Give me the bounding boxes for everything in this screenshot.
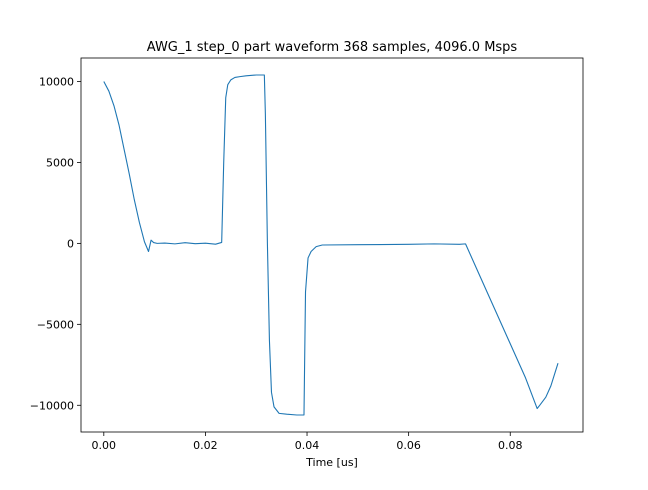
y-tick-label: −5000 xyxy=(37,318,74,331)
chart-title: AWG_1 step_0 part waveform 368 samples, … xyxy=(147,40,518,55)
y-tick-label: 5000 xyxy=(46,156,74,169)
axes-frame xyxy=(80,57,584,433)
x-tick-label: 0.06 xyxy=(396,439,421,452)
x-axis-ticks: 0.00 0.02 0.04 0.06 0.08 xyxy=(92,432,523,452)
x-tick-label: 0.00 xyxy=(92,439,117,452)
x-tick-label: 0.04 xyxy=(295,439,320,452)
x-tick-label: 0.02 xyxy=(193,439,218,452)
x-axis-label: Time [us] xyxy=(305,456,358,469)
y-axis-ticks: −10000 −5000 0 5000 10000 xyxy=(30,75,81,412)
y-tick-label: −10000 xyxy=(30,399,74,412)
y-tick-label: 0 xyxy=(67,237,74,250)
x-tick-label: 0.08 xyxy=(498,439,523,452)
series-layer xyxy=(103,74,559,416)
series-line-0 xyxy=(103,74,559,416)
y-tick-label: 10000 xyxy=(39,75,74,88)
